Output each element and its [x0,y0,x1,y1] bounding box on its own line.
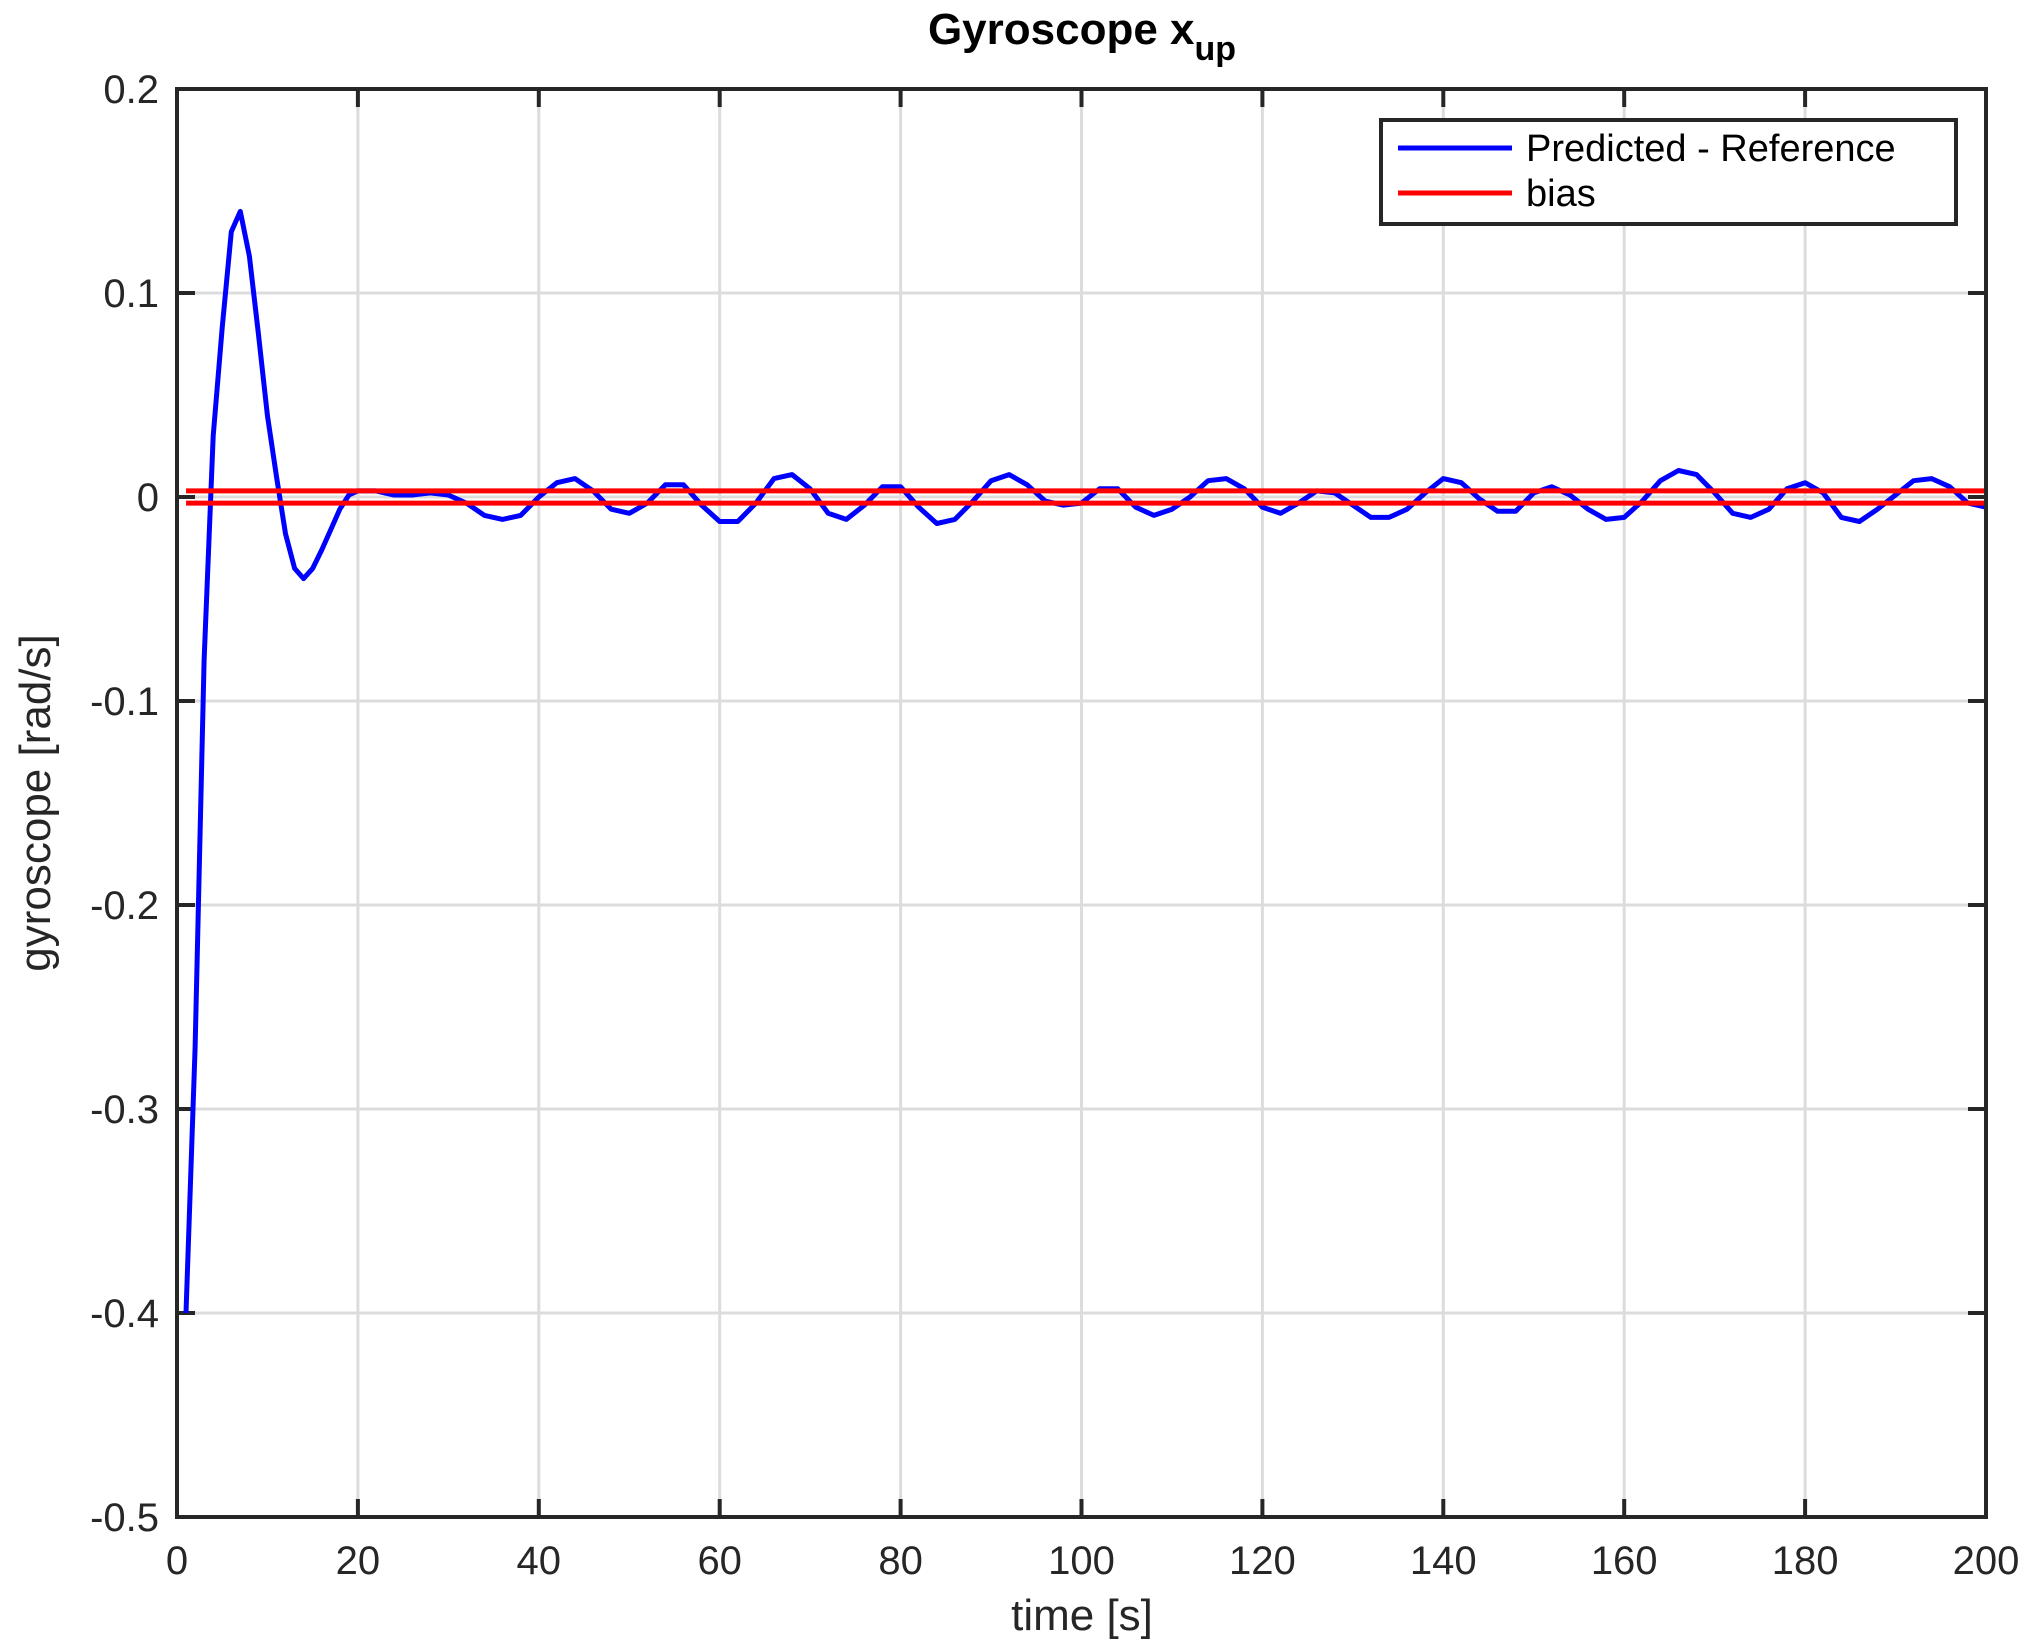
tick-labels: 0 20 40 60 80 100 120 140 160 180 200 -0.5 -0.4 -0.3 -… [90,68,2019,1583]
chart-title: Gyroscope xup [928,5,1236,68]
legend-label-predicted: Predicted - Reference [1526,128,1896,170]
x-tick-label: 200 [1953,1539,2020,1583]
plot-frame [175,87,1988,1519]
y-tick-label: -0.1 [90,680,159,724]
x-tick-label: 60 [697,1539,742,1583]
x-tick-label: 160 [1591,1539,1658,1583]
y-tick-label: 0 [137,476,159,520]
y-tick-label: -0.4 [90,1292,159,1336]
y-tick-label: -0.3 [90,1088,159,1132]
x-tick-label: 80 [878,1539,923,1583]
x-tick-label: 40 [517,1539,562,1583]
x-tick-label: 180 [1772,1539,1839,1583]
y-tick-label: 0.1 [103,272,159,316]
legend-label-bias: bias [1526,173,1596,215]
series-layer [183,208,1987,1314]
series-line-predicted-reference [183,208,1987,1314]
y-tick-label: 0.2 [103,68,159,112]
x-tick-label: 120 [1229,1539,1296,1583]
chart-title-subscript: up [1195,30,1237,68]
x-tick-label: 0 [166,1539,188,1583]
y-axis-label: gyroscope [rad/s] [11,634,60,972]
x-tick-label: 140 [1410,1539,1477,1583]
y-tick-label: -0.2 [90,884,159,928]
x-tick-label: 100 [1048,1539,1115,1583]
y-tick-label: -0.5 [90,1496,159,1540]
legend: Predicted - Reference bias [1379,118,1958,226]
chart-title-main: Gyroscope x [928,5,1195,54]
x-tick-label: 20 [336,1539,381,1583]
legend-box [1379,118,1958,226]
x-axis-label: time [s] [1011,1591,1153,1640]
